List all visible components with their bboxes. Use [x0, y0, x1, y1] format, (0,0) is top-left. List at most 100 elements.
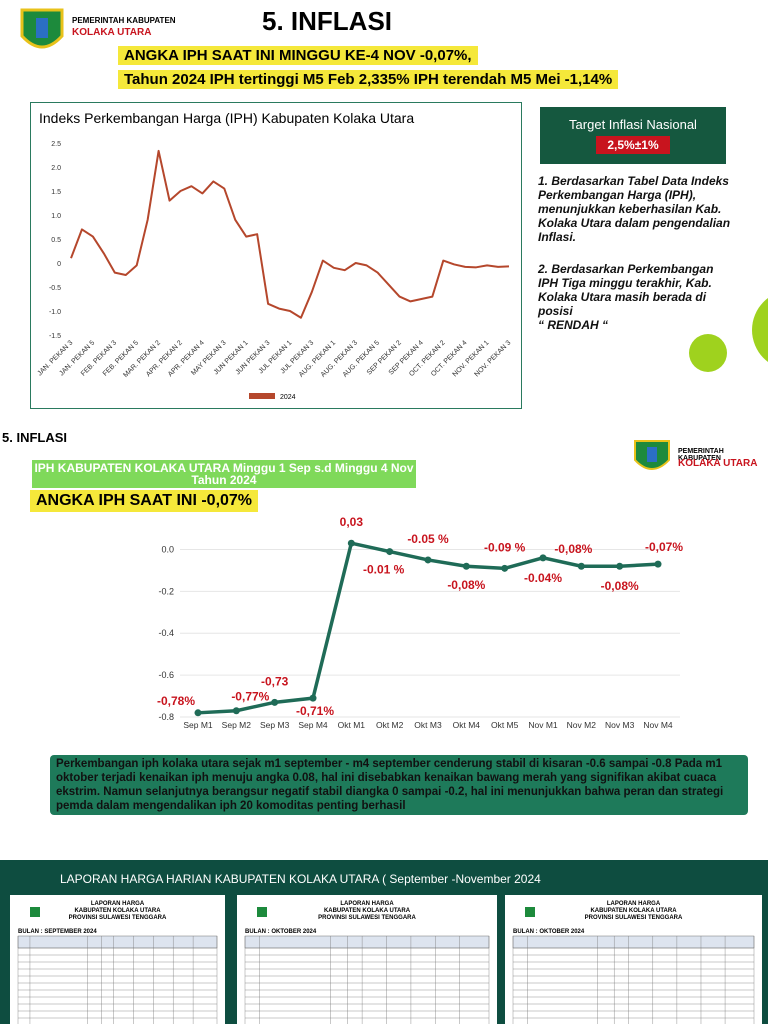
table-header [244, 935, 490, 949]
y-tick-label: 1.0 [51, 213, 61, 220]
table-header [17, 935, 218, 949]
data-label: -0,08% [601, 579, 639, 593]
point [386, 548, 394, 556]
data-label: -0.04% [524, 571, 562, 585]
highlight: Tahun 2024 IPH tertinggi M5 Feb 2,335% I… [118, 70, 619, 89]
logo [634, 440, 670, 470]
point [539, 554, 547, 562]
data-label: -0.01 % [363, 563, 405, 577]
panel-heading: KABUPATEN KOLAKA UTARA [324, 908, 411, 914]
data-label: -0,08% [554, 542, 592, 556]
decor-circle [689, 334, 727, 372]
x-tick-label: Okt M4 [453, 720, 481, 730]
chart: 0.0 -0.2 -0.4 -0.6 -0.8 Sep M1 Sep M2 Sep M3 Sep… [157, 515, 683, 730]
logo-text: PEMERINTAH KABUPATEN [72, 16, 176, 25]
y-tick-label: 0 [57, 261, 61, 268]
y-tick-label: 0.0 [161, 544, 174, 554]
panel-logo [30, 907, 40, 917]
panel-logo [257, 907, 267, 917]
panel-heading: LAPORAN HARGA [607, 901, 661, 907]
y-tick-label: 0.5 [51, 237, 61, 244]
point [577, 562, 585, 570]
note: 2. Berdasarkan Perkembangan IPH Tiga min… [538, 262, 714, 332]
table-header [512, 935, 755, 949]
x-tick-label: Nov M1 [528, 720, 558, 730]
banner: IPH KABUPATEN KOLAKA UTARA Minggu 1 Sep … [32, 460, 416, 488]
data-label: 0,03 [340, 515, 364, 529]
data-label: -0.05 % [407, 532, 449, 546]
data-label: -0,07% [645, 540, 683, 554]
table-panel [505, 895, 762, 1024]
panel-month: BULAN : OKTOBER 2024 [245, 929, 317, 935]
target-title: Target Inflasi Nasional [569, 117, 697, 132]
x-tick-label: Sep M3 [260, 720, 290, 730]
point [654, 560, 662, 568]
x-tick-label: Nov M2 [567, 720, 597, 730]
point [232, 707, 240, 715]
logo-text: KOLAKA UTARA [72, 27, 152, 38]
decor-circle [752, 290, 768, 370]
panel-logo [525, 907, 535, 917]
point [424, 556, 432, 564]
section-title: 5. INFLASI [2, 430, 68, 445]
point [271, 698, 279, 706]
point [501, 564, 509, 572]
panel-heading: PROVINSI SULAWESI TENGGARA [318, 915, 416, 921]
logo-text: KOLAKA UTARA [678, 458, 758, 469]
y-tick-label: -0.6 [158, 670, 174, 680]
data-label: -0,73 [261, 674, 289, 688]
y-tick-label: -0.2 [158, 586, 174, 596]
target-value: 2,5%±1% [596, 136, 670, 154]
title: 5. INFLASI [262, 6, 393, 36]
point [194, 709, 202, 717]
report-title: LAPORAN HARGA HARIAN KABUPATEN KOLAKA UT… [60, 872, 541, 886]
data-label: -0,08% [447, 578, 485, 592]
y-tick-label: -1.5 [49, 333, 61, 340]
logo [20, 8, 64, 49]
x-tick-label: Nov M4 [643, 720, 673, 730]
table-panel [10, 895, 225, 1024]
line [70, 149, 510, 319]
legend-label: 2024 [280, 394, 296, 401]
current-value: ANGKA IPH SAAT INI -0,07% [30, 490, 259, 512]
y-tick-label: -0.5 [49, 285, 61, 292]
x-tick-label: Okt M5 [491, 720, 519, 730]
panel-heading: KABUPATEN KOLAKA UTARA [74, 908, 161, 914]
y-tick-label: 1.5 [51, 189, 61, 196]
point [347, 539, 355, 547]
panel-heading: KABUPATEN KOLAKA UTARA [590, 908, 677, 914]
highlight: ANGKA IPH SAAT INI MINGGU KE-4 NOV -0,07… [118, 46, 478, 65]
panel-month: BULAN : OKTOBER 2024 [513, 929, 585, 935]
point [462, 562, 470, 570]
target-box: Target Inflasi Nasional 2,5%±1% [540, 107, 726, 164]
x-tick-label: Sep M4 [298, 720, 328, 730]
x-tick-label: Okt M2 [376, 720, 404, 730]
table-panel [237, 895, 497, 1024]
legend-swatch [249, 393, 275, 399]
point [309, 694, 317, 702]
chart-title: Indeks Perkembangan Harga (IPH) Kabupate… [39, 110, 414, 126]
data-label: -0,77% [231, 690, 269, 704]
y-tick-label: -1.0 [49, 309, 61, 316]
panel-heading: LAPORAN HARGA [91, 901, 145, 907]
panel-heading: PROVINSI SULAWESI TENGGARA [585, 915, 683, 921]
x-tick-label: Sep M2 [222, 720, 252, 730]
y-tick-label: 2.5 [51, 141, 61, 148]
note: 1. Berdasarkan Tabel Data Indeks Perkemb… [538, 174, 731, 244]
x-tick-label: Nov M3 [605, 720, 635, 730]
logo-text: PEMERINTAH KABUPATEN [678, 448, 724, 462]
y-tick-label: 2.0 [51, 165, 61, 172]
x-tick-label: Okt M3 [414, 720, 442, 730]
point [616, 562, 624, 570]
chart: Indeks Perkembangan Harga (IPH) Kabupate… [30, 102, 522, 409]
data-label: -0,71% [296, 704, 334, 718]
y-tick-label: -0.8 [158, 712, 174, 722]
panel-heading: LAPORAN HARGA [340, 901, 394, 907]
paragraph: Perkembangan iph kolaka utara sejak m1 s… [50, 755, 748, 815]
data-label: -0.09 % [484, 540, 526, 554]
panel-month: BULAN : SEPTEMBER 2024 [18, 929, 97, 935]
panel-heading: PROVINSI SULAWESI TENGGARA [69, 915, 167, 921]
y-tick-label: -0.4 [158, 628, 174, 638]
